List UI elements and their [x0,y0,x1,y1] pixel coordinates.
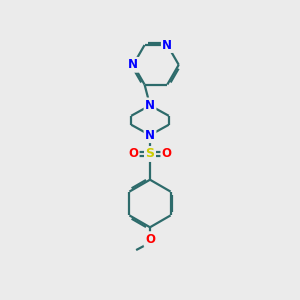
Text: N: N [145,129,155,142]
Text: O: O [128,148,138,160]
Text: O: O [162,148,172,160]
Text: S: S [146,148,154,160]
Text: N: N [145,99,155,112]
Text: N: N [128,58,138,71]
Text: O: O [145,233,155,246]
Text: N: N [162,39,172,52]
